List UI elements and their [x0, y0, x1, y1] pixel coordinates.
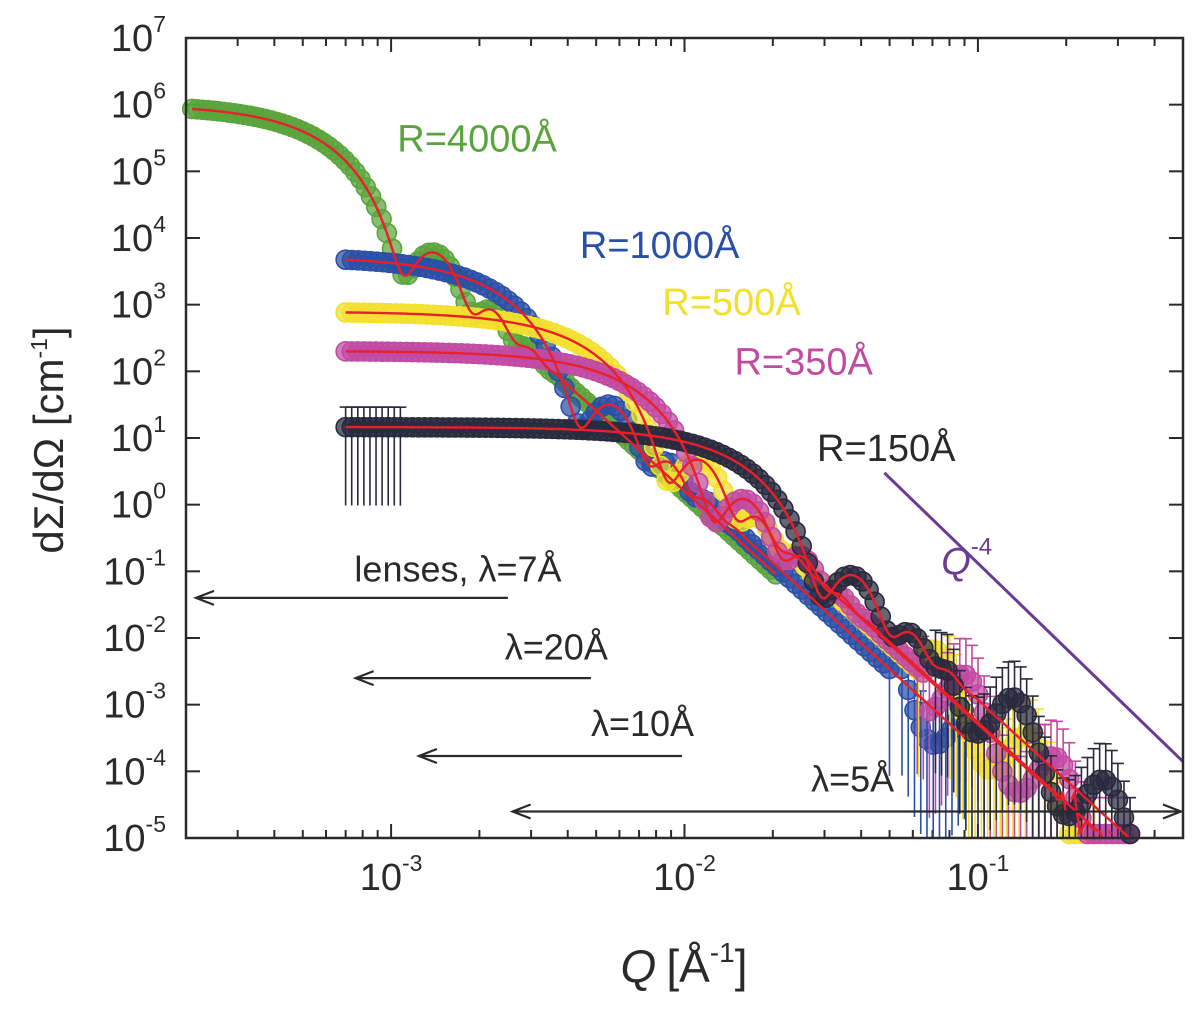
arrow-head — [509, 803, 532, 820]
y-tick-label: 105 — [111, 144, 166, 193]
arrow-head — [192, 589, 215, 606]
series-label-150A: R=150Å — [817, 426, 956, 470]
y-tick-label: 107 — [111, 11, 166, 60]
series-4000A — [181, 98, 787, 585]
fit-curve-150A — [345, 425, 1131, 840]
plot-frame — [184, 36, 1185, 840]
q-minus4-label: Q-4 — [941, 533, 992, 583]
series-label-1000A: R=1000Å — [580, 223, 740, 267]
y-tick-label: 100 — [111, 478, 166, 527]
y-tick-label: 10-4 — [103, 744, 166, 793]
data-point — [1022, 722, 1044, 743]
series-label-4000A: R=4000Å — [397, 116, 557, 160]
series-label-500A: R=500Å — [662, 280, 801, 324]
x-tick-label: 10-1 — [947, 850, 1010, 899]
y-tick-label: 103 — [111, 278, 166, 327]
y-tick-label: 106 — [111, 78, 166, 127]
q-range-arrow: lenses, λ=7Å — [192, 549, 562, 606]
q-range-arrow: λ=10Å — [415, 703, 694, 764]
series-label-350A: R=350Å — [734, 339, 873, 383]
y-tick-label: 10-2 — [103, 611, 166, 660]
q-minus4-line — [883, 471, 1185, 763]
y-tick-label: 104 — [111, 211, 166, 260]
x-tick-label: 10-2 — [653, 850, 716, 899]
arrow-head — [415, 747, 438, 764]
q-range-label: λ=20Å — [505, 626, 608, 667]
x-tick-label: 10-3 — [360, 850, 423, 899]
fit-curves-layer — [192, 107, 1131, 840]
q-range-arrow: λ=5Å — [509, 758, 1185, 820]
q-range-label: lenses, λ=7Å — [354, 549, 561, 590]
y-tick-label: 10-3 — [103, 678, 166, 727]
fit-curve-1000A — [345, 258, 966, 739]
axis-ticks: 10-5 10-4 10-3 10-2 10-1 100 101 102 103 104 105 10… — [103, 11, 1184, 899]
y-axis-title: dΣ/dΩ [cm-1] — [25, 326, 72, 553]
q-range-label: λ=5Å — [811, 758, 894, 799]
arrow-head — [352, 670, 375, 687]
y-tick-label: 101 — [111, 411, 166, 460]
y-tick-label: 10-1 — [103, 544, 166, 593]
q-range-arrow: λ=20Å — [352, 626, 608, 687]
data-point — [1028, 742, 1050, 763]
annotations-layer: R=4000Å R=1000Å R=500Å R=350Å R=150Å Q-4 lense… — [192, 116, 1185, 820]
y-tick-label: 102 — [111, 344, 166, 393]
x-axis-title: Q [Å-1] — [621, 937, 748, 992]
arrow-head — [1162, 803, 1185, 820]
q-range-label: λ=10Å — [591, 703, 694, 744]
fit-curve-4000A — [192, 107, 777, 576]
fit-curve-350A — [345, 350, 1113, 839]
y-tick-label: 10-5 — [103, 811, 166, 860]
